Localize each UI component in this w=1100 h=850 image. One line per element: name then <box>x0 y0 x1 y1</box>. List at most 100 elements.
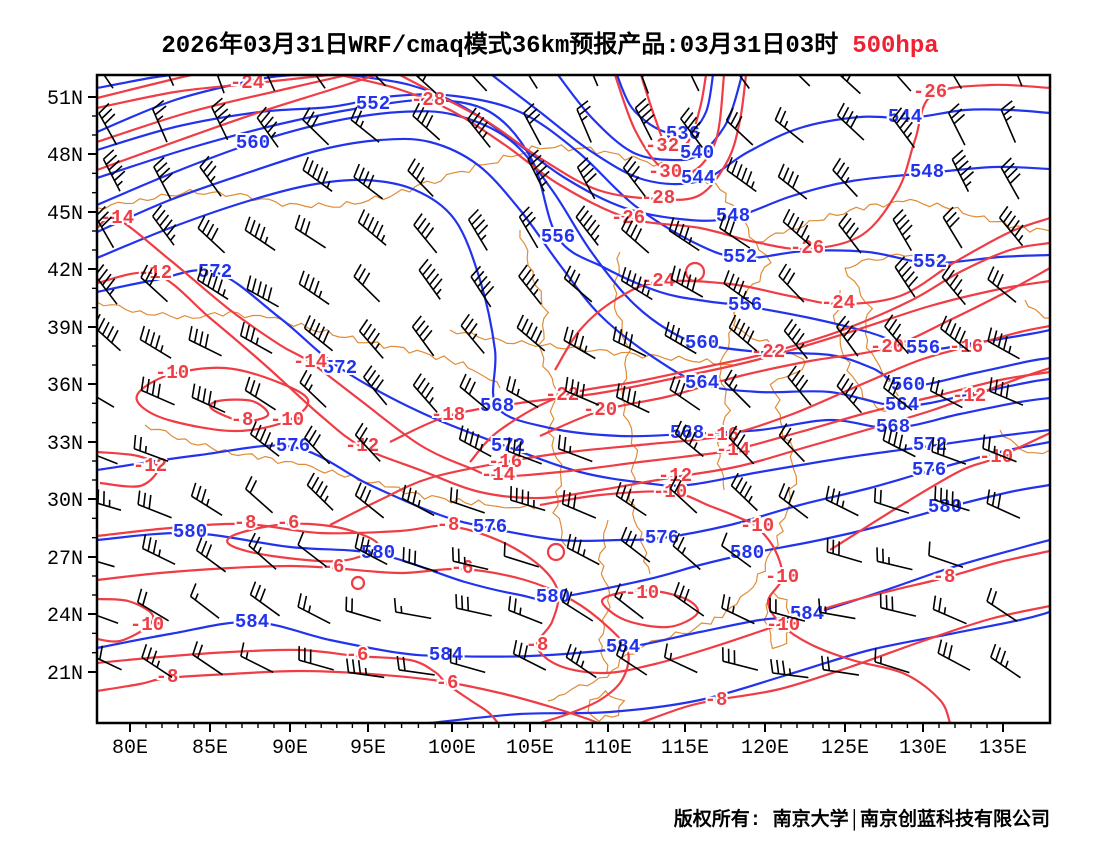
wind-barb <box>244 376 277 411</box>
wind-barb <box>458 425 492 458</box>
wind-barb <box>728 425 755 465</box>
contour-label: -10 <box>765 566 799 588</box>
wind-barb <box>725 107 754 146</box>
contour-label: -6 <box>346 644 369 666</box>
wind-barb <box>932 595 967 625</box>
wind-barb <box>459 373 489 411</box>
contour-label: -10 <box>155 362 189 384</box>
wind-barb <box>614 583 644 620</box>
province-line-3-outline <box>449 329 734 366</box>
temp-contour--22 <box>469 241 1050 463</box>
wind-barb <box>989 377 1024 406</box>
temp-contour--6 <box>97 648 499 723</box>
x-axis-label: 80E <box>112 737 148 760</box>
wind-barb <box>664 321 697 355</box>
wind-barb <box>1016 75 1023 87</box>
wind-barb <box>216 75 225 94</box>
height-contour-536 <box>615 75 715 136</box>
contour-label: 548 <box>910 161 944 183</box>
wind-barbs-group <box>97 75 1024 679</box>
wind-barb <box>826 537 863 563</box>
wind-barb <box>565 643 597 679</box>
temp-contour--10 <box>829 432 1050 551</box>
contour-label: 580 <box>536 586 570 608</box>
wind-barb <box>449 648 486 674</box>
korea-peninsula-outline <box>832 267 904 413</box>
wind-barb <box>777 163 808 200</box>
wind-barb <box>563 265 593 303</box>
wind-barb <box>508 596 543 625</box>
wind-barb <box>832 157 858 198</box>
wind-barb <box>97 313 122 352</box>
contour-label: -10 <box>130 614 164 636</box>
wind-barb <box>470 75 488 92</box>
wind-barb <box>460 313 485 354</box>
pressure-level-badge: 500hpa <box>852 33 939 60</box>
wind-barb <box>244 216 276 251</box>
x-axis-label: 135E <box>979 737 1027 760</box>
wind-barb <box>199 155 222 197</box>
wind-barb <box>941 265 967 306</box>
wind-barb <box>393 597 432 620</box>
wind-barb <box>240 642 274 674</box>
wind-barb <box>512 639 547 671</box>
wind-barb <box>140 264 169 303</box>
contour-label: 552 <box>356 93 390 115</box>
wind-barb <box>141 643 173 678</box>
wind-barb <box>523 103 542 146</box>
wind-barb <box>195 537 227 573</box>
height-contour-548 <box>349 75 1050 222</box>
wind-barb <box>97 264 118 305</box>
contour-label: -8 <box>234 512 257 534</box>
contour-label: -22 <box>751 341 785 363</box>
y-axis-label: 42N <box>47 260 83 283</box>
contour-label: -10 <box>270 409 304 431</box>
y-axis-label: 30N <box>47 490 83 513</box>
wind-barb <box>987 327 1020 360</box>
wind-barb <box>516 314 546 352</box>
wind-barb <box>821 655 860 676</box>
wind-barb <box>1000 100 1017 143</box>
wind-barb <box>306 472 334 511</box>
wind-barb <box>299 369 327 408</box>
wind-barb <box>615 641 648 676</box>
wind-barb <box>407 158 434 197</box>
wind-barb <box>874 647 910 674</box>
wind-barb <box>690 75 700 92</box>
wind-barb <box>778 263 805 303</box>
wind-barb <box>615 383 650 414</box>
wind-barb <box>297 531 328 568</box>
wind-barb <box>297 593 331 625</box>
wind-barb <box>518 264 542 305</box>
wind-barb <box>940 315 970 352</box>
wind-barb <box>189 583 220 619</box>
wind-barb <box>139 325 172 359</box>
wind-barb <box>669 475 698 514</box>
wind-barb <box>797 75 811 87</box>
wind-barb <box>302 156 333 192</box>
contour-label: 556 <box>541 226 575 248</box>
contour-label: 568 <box>480 395 514 417</box>
wind-barb <box>418 258 443 300</box>
contour-label: -18 <box>431 404 465 426</box>
contour-label: 564 <box>685 372 719 394</box>
wind-barb <box>102 149 126 192</box>
wind-barb <box>402 547 438 573</box>
wind-barb <box>256 106 279 148</box>
wind-barb <box>249 581 281 617</box>
wind-barb <box>778 423 805 463</box>
height-contour-544 <box>491 75 1050 186</box>
wind-barb <box>354 533 388 566</box>
contour-label: -14 <box>481 464 515 486</box>
contour-label: 580 <box>173 521 207 543</box>
wind-barb <box>728 314 758 352</box>
wind-barb <box>527 75 538 89</box>
wind-barb <box>723 270 754 306</box>
wind-barb <box>566 533 600 566</box>
contour-label: 552 <box>723 246 757 268</box>
wind-barb <box>298 270 330 305</box>
contour-label: 556 <box>728 294 762 316</box>
wind-barb <box>722 647 759 671</box>
wind-barb <box>882 374 913 411</box>
